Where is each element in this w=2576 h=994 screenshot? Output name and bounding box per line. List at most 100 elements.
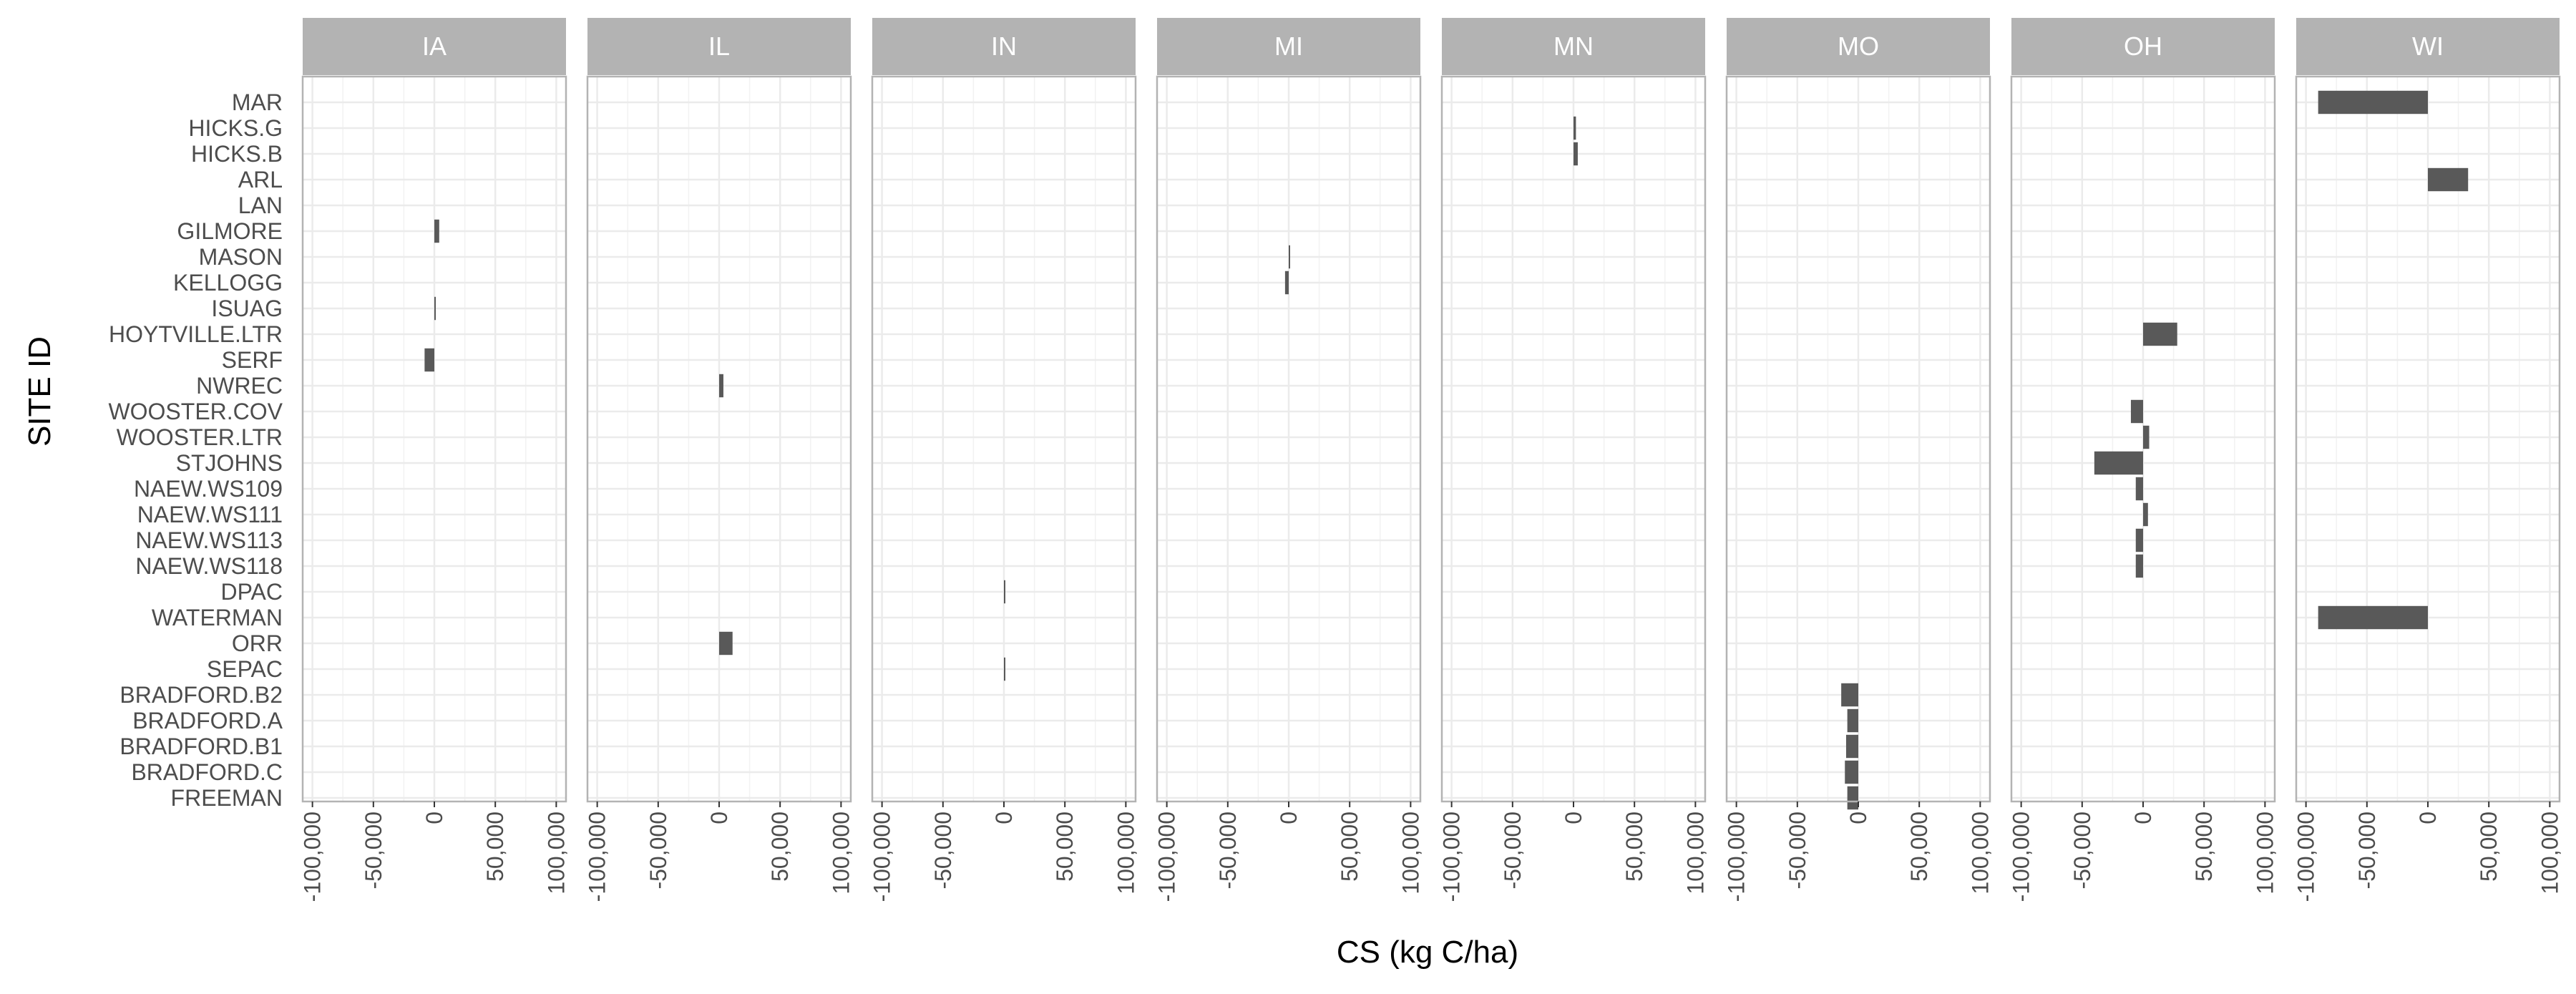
- facet-panel-wi: WI -100,000 -50,000 0 50,000 100,000: [2293, 18, 2562, 902]
- bar-mo-bradford-b2: [1841, 683, 1858, 707]
- facet-strip: [1727, 18, 1990, 75]
- y-tick-label: ISUAG: [211, 296, 283, 321]
- y-tick-label: ARL: [238, 167, 283, 193]
- y-tick-label: SEPAC: [207, 656, 283, 682]
- panels-layer: IA -100,000 -50,000 0 50,000 100,000 IL -100,00…: [300, 18, 2562, 902]
- x-tick-label: 0: [2415, 812, 2441, 824]
- x-tick-label: 0: [2130, 812, 2156, 824]
- bar-wi-arl: [2428, 167, 2469, 192]
- bar-oh-naew-ws118: [2135, 554, 2143, 578]
- y-tick-label: MASON: [199, 244, 283, 270]
- bar-oh-naew-ws111: [2143, 502, 2148, 527]
- x-tick-label: 50,000: [767, 812, 793, 882]
- x-tick-label: -100,000: [1439, 812, 1465, 902]
- bar-mi-kellogg: [1284, 271, 1289, 295]
- x-tick-label: 50,000: [1906, 812, 1932, 882]
- bar-il-nwrec: [719, 374, 723, 398]
- x-axis-title: CS (kg C/ha): [1337, 935, 1518, 970]
- x-tick-label: -100,000: [1724, 812, 1750, 902]
- bar-oh-wooster-cov: [2130, 399, 2143, 424]
- y-tick-label: BRADFORD.B1: [119, 734, 283, 759]
- bar-in-dpac: [1004, 580, 1005, 604]
- facet-panel-ia: IA -100,000 -50,000 0 50,000 100,000: [300, 18, 569, 902]
- x-tick-label: 50,000: [1337, 812, 1362, 882]
- x-tick-label: -50,000: [645, 812, 671, 890]
- x-tick-label: 0: [991, 812, 1017, 824]
- x-tick-label: 50,000: [2476, 812, 2502, 882]
- x-tick-label: -100,000: [585, 812, 610, 902]
- y-tick-label: NAEW.WS113: [135, 527, 283, 553]
- bar-ia-serf: [424, 348, 434, 372]
- bar-in-sepac: [1004, 657, 1005, 681]
- y-tick-label: WOOSTER.COV: [108, 399, 283, 424]
- y-tick-label: SERF: [222, 347, 283, 373]
- bar-wi-mar: [2318, 90, 2428, 114]
- bar-mo-bradford-b1: [1845, 734, 1858, 759]
- bar-wi-waterman: [2318, 605, 2428, 630]
- facet-strip-label: MI: [1274, 31, 1303, 61]
- facet-strip: [1157, 18, 1420, 75]
- y-tick-label: NWREC: [196, 373, 283, 399]
- bar-mo-bradford-a: [1847, 708, 1858, 733]
- bar-oh-wooster-ltr: [2143, 425, 2150, 449]
- bar-mi-mason: [1289, 245, 1290, 269]
- y-tick-label: HICKS.G: [188, 115, 283, 141]
- x-tick-label: 100,000: [1397, 812, 1423, 895]
- x-tick-label: -50,000: [930, 812, 956, 890]
- facet-strip-label: WI: [2412, 31, 2444, 61]
- y-tick-label: HICKS.B: [191, 141, 283, 167]
- facet-strip-label: IA: [422, 31, 447, 61]
- facet-panel-in: IN -100,000 -50,000 0 50,000 100,000: [869, 18, 1138, 902]
- y-tick-label: STJOHNS: [176, 450, 283, 476]
- bar-il-orr: [719, 631, 733, 656]
- x-tick-label: 100,000: [2537, 812, 2562, 895]
- x-tick-label: 100,000: [2252, 812, 2278, 895]
- y-tick-label: ORR: [232, 630, 283, 656]
- y-tick-label: WOOSTER.LTR: [117, 424, 283, 450]
- bar-oh-hoytville-ltr: [2143, 322, 2177, 346]
- y-tick-label: BRADFORD.B2: [119, 682, 283, 708]
- y-tick-label: HOYTVILLE.LTR: [109, 321, 283, 347]
- y-axis-title: SITE ID: [22, 336, 57, 447]
- y-tick-label: NAEW.WS109: [134, 476, 283, 502]
- facet-strip: [303, 18, 566, 75]
- y-tick-label: NAEW.WS111: [137, 502, 283, 527]
- x-tick-label: -50,000: [2069, 812, 2095, 890]
- y-tick-label: GILMORE: [177, 218, 283, 244]
- y-tick-label: WATERMAN: [152, 605, 283, 630]
- y-tick-label: KELLOGG: [173, 270, 283, 296]
- x-tick-label: -50,000: [1785, 812, 1810, 890]
- bar-mo-bradford-c: [1845, 760, 1858, 784]
- y-tick-label: BRADFORD.C: [131, 759, 283, 785]
- x-tick-label: 100,000: [828, 812, 854, 895]
- x-tick-label: -50,000: [2354, 812, 2380, 890]
- bar-oh-naew-ws109: [2135, 477, 2143, 501]
- facet-panel-mi: MI -100,000 -50,000 0 50,000 100,000: [1154, 18, 1423, 902]
- x-tick-label: 0: [421, 812, 447, 824]
- y-tick-label: NAEW.WS118: [135, 553, 283, 579]
- x-tick-label: 0: [1561, 812, 1586, 824]
- bar-ia-isuag: [434, 296, 436, 321]
- x-tick-label: 0: [706, 812, 732, 824]
- facet-strip-label: IL: [708, 31, 730, 61]
- x-tick-label: 0: [1276, 812, 1302, 824]
- facet-panel-mo: MO -100,000 -50,000 0 50,000 100,000: [1724, 18, 1993, 902]
- bar-oh-naew-ws113: [2135, 528, 2143, 552]
- x-tick-label: 100,000: [1682, 812, 1708, 895]
- x-tick-label: -50,000: [1215, 812, 1241, 890]
- y-tick-label: LAN: [238, 193, 283, 218]
- x-tick-label: 0: [1845, 812, 1871, 824]
- x-tick-label: 50,000: [1052, 812, 1078, 882]
- x-tick-label: -100,000: [2293, 812, 2319, 902]
- x-tick-label: -50,000: [1500, 812, 1526, 890]
- bar-mn-hicks-g: [1574, 116, 1576, 140]
- bar-oh-stjohns: [2094, 451, 2143, 475]
- facet-strip-label: MO: [1838, 31, 1879, 61]
- bar-mo-freeman: [1847, 786, 1858, 810]
- x-tick-label: -100,000: [300, 812, 326, 902]
- x-tick-label: 100,000: [543, 812, 569, 895]
- bar-mn-hicks-b: [1574, 142, 1578, 166]
- x-tick-label: -100,000: [2009, 812, 2034, 902]
